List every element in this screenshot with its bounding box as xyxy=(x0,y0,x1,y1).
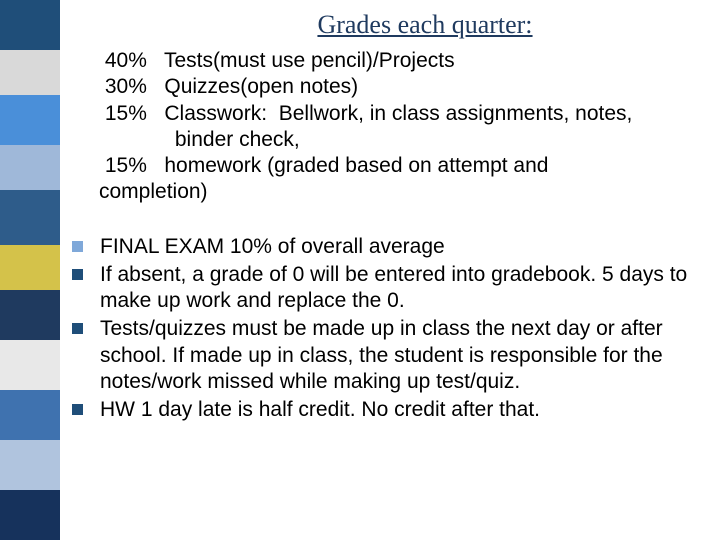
slide-title: Grades each quarter: xyxy=(145,10,705,40)
grade-breakdown: 40% Tests(must use pencil)/Projects 30% … xyxy=(85,48,705,206)
sidebar-block xyxy=(0,190,60,245)
sidebar-block xyxy=(0,0,60,50)
bullet-text: Tests/quizzes must be made up in class t… xyxy=(100,316,705,395)
grade-line: completion) xyxy=(99,179,705,205)
bullet-item: Tests/quizzes must be made up in class t… xyxy=(85,316,705,395)
grade-line: 30% Quizzes(open notes) xyxy=(99,74,705,100)
sidebar-block xyxy=(0,390,60,440)
slide-content: Grades each quarter: 40% Tests(must use … xyxy=(85,10,705,425)
sidebar-decoration xyxy=(0,0,60,540)
grade-line: 15% Classwork: Bellwork, in class assign… xyxy=(99,101,705,127)
bullet-text: HW 1 day late is half credit. No credit … xyxy=(100,397,705,423)
bullet-text: If absent, a grade of 0 will be entered … xyxy=(100,262,705,315)
notes-list: FINAL EXAM 10% of overall averageIf abse… xyxy=(85,234,705,424)
grade-line: binder check, xyxy=(99,127,705,153)
sidebar-block xyxy=(0,95,60,145)
square-bullet-icon xyxy=(72,323,83,334)
square-bullet-icon xyxy=(72,404,83,415)
bullet-item: FINAL EXAM 10% of overall average xyxy=(85,234,705,260)
sidebar-block xyxy=(0,50,60,95)
sidebar-block xyxy=(0,145,60,190)
sidebar-block xyxy=(0,290,60,340)
grade-line: 15% homework (graded based on attempt an… xyxy=(99,153,705,179)
bullet-text: FINAL EXAM 10% of overall average xyxy=(100,234,705,260)
bullet-item: If absent, a grade of 0 will be entered … xyxy=(85,262,705,315)
sidebar-block xyxy=(0,340,60,390)
sidebar-block xyxy=(0,490,60,540)
square-bullet-icon xyxy=(72,241,83,252)
sidebar-block xyxy=(0,440,60,490)
sidebar-block xyxy=(0,245,60,290)
bullet-item: HW 1 day late is half credit. No credit … xyxy=(85,397,705,423)
square-bullet-icon xyxy=(72,269,83,280)
grade-line: 40% Tests(must use pencil)/Projects xyxy=(99,48,705,74)
